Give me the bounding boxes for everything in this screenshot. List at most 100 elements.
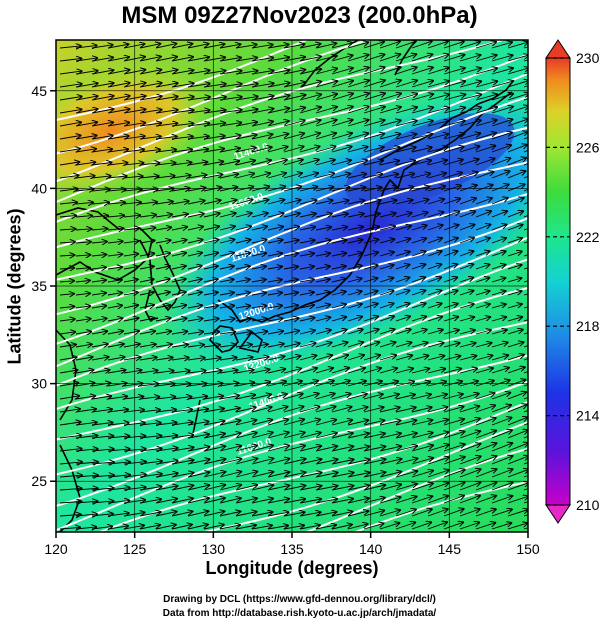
wind-arrow [59,462,82,464]
wind-arrow [395,316,410,322]
wind-arrow [283,331,299,334]
wind-arrow [427,68,449,75]
wind-arrow [251,83,274,88]
wind-arrow [491,343,508,348]
wind-arrow [251,147,272,153]
wind-arrow [411,251,426,257]
wind-arrow [283,472,306,478]
wind-arrow [139,410,160,412]
wind-arrow [139,266,154,269]
wind-arrow [363,394,383,400]
wind-arrow [219,498,241,504]
wind-arrow [475,211,491,218]
wind-arrow [347,368,365,374]
wind-arrow [251,499,273,504]
wind-arrow [363,120,385,127]
wind-arrow [155,202,173,205]
wind-arrow [379,226,395,231]
wind-arrow [459,304,474,309]
wind-arrow [267,420,288,426]
wind-arrow [155,70,177,75]
wind-arrow [107,241,123,243]
wind-arrow [315,160,335,166]
wind-arrow [267,83,290,88]
wind-arrow [235,433,257,439]
wind-arrow [219,446,241,452]
wind-arrow [491,171,510,179]
wind-arrow [283,133,304,140]
wind-arrow [139,448,162,451]
wind-arrow [379,510,400,517]
wind-arrow [523,293,528,296]
wind-arrow [443,522,463,530]
wind-arrow [107,344,124,347]
wind-arrow [283,486,305,491]
wind-arrow [251,445,273,452]
y-tick-label: 35 [31,278,47,294]
wind-arrow [235,498,257,504]
wind-arrow [347,160,367,166]
wind-arrow [411,147,432,153]
wind-arrow [347,304,362,309]
wind-arrow [107,526,128,529]
wind-arrow [459,394,479,400]
wind-arrow [523,267,528,270]
wind-arrow [427,420,448,426]
wind-arrow [107,488,130,490]
wind-arrow [107,436,129,438]
wind-arrow [171,447,194,452]
wind-arrow [395,54,416,62]
wind-arrow [331,460,354,465]
wind-arrow [139,512,161,517]
wind-arrow [299,253,314,256]
wind-arrow [283,369,301,374]
wind-arrow [507,198,524,205]
wind-arrow [363,523,384,530]
wind-arrow [411,483,433,491]
wind-arrow [427,277,441,283]
wind-arrow [283,267,298,270]
wind-arrow [475,317,490,322]
wind-arrow [75,475,98,477]
wind-arrow [379,42,400,49]
wind-arrow [395,187,413,192]
wind-arrow [331,174,350,179]
wind-arrow [251,369,269,374]
wind-arrow [299,420,320,426]
wind-arrow [459,356,476,361]
wind-arrow [427,509,448,517]
wind-arrow [235,407,256,413]
wind-arrow [283,120,305,127]
wind-arrow [91,462,114,464]
wind-arrow [75,488,98,490]
wind-arrow [235,395,255,400]
wind-arrow [363,42,384,49]
wind-arrow [363,433,385,439]
wind-arrow [411,356,428,361]
wind-arrow [507,171,525,179]
wind-arrow [171,70,193,75]
wind-arrow [139,331,155,334]
wind-arrow [315,107,337,114]
wind-arrow [203,358,221,360]
wind-arrow [155,163,175,165]
wind-arrow [507,68,528,75]
wind-arrow [331,266,346,269]
wind-arrow [395,407,416,413]
wind-arrow [283,280,298,283]
wind-arrow [219,110,242,114]
wind-arrow [443,496,464,504]
wind-arrow [315,473,338,478]
wind-arrow [203,57,225,62]
wind-arrow [283,70,305,75]
wind-arrow [299,120,321,127]
wind-arrow [363,485,385,491]
wind-arrow [299,512,321,517]
wind-arrow [155,240,171,243]
wind-arrow [251,280,266,283]
wind-arrow [155,344,172,347]
wind-arrow [203,332,219,334]
wind-arrow [331,107,353,114]
wind-arrow [267,213,284,218]
wind-arrow [475,159,495,166]
